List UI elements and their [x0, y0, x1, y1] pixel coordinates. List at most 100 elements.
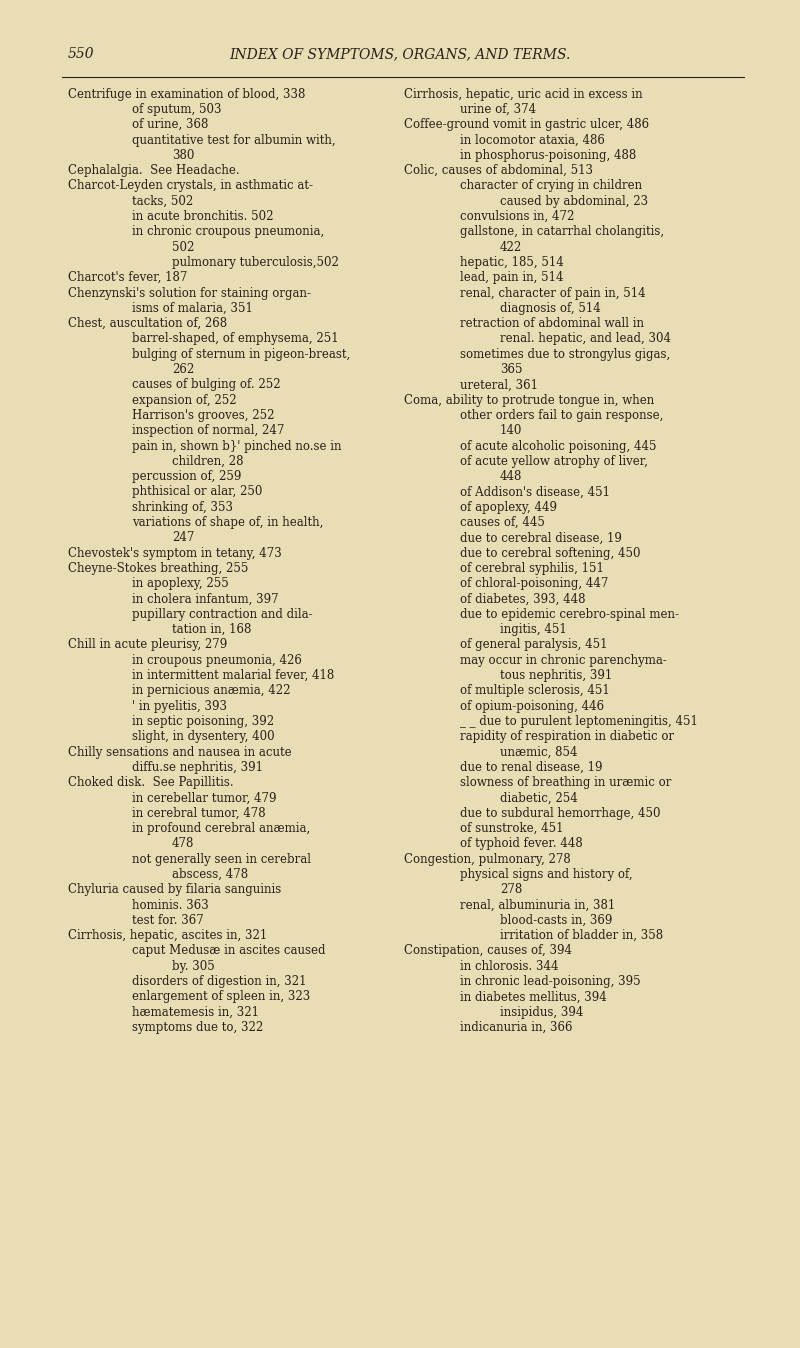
Text: diffu.se nephritis, 391: diffu.se nephritis, 391	[132, 760, 263, 774]
Text: of opium-poisoning, 446: of opium-poisoning, 446	[460, 700, 604, 713]
Text: other orders fail to gain response,: other orders fail to gain response,	[460, 408, 663, 422]
Text: due to epidemic cerebro-spinal men-: due to epidemic cerebro-spinal men-	[460, 608, 679, 621]
Text: pupillary contraction and dila-: pupillary contraction and dila-	[132, 608, 313, 621]
Text: inspection of normal, 247: inspection of normal, 247	[132, 425, 284, 437]
Text: test for. 367: test for. 367	[132, 914, 204, 927]
Text: gallstone, in catarrhal cholangitis,: gallstone, in catarrhal cholangitis,	[460, 225, 664, 239]
Text: slowness of breathing in uræmic or: slowness of breathing in uræmic or	[460, 776, 671, 789]
Text: 247: 247	[172, 531, 194, 545]
Text: in locomotor ataxia, 486: in locomotor ataxia, 486	[460, 133, 605, 147]
Text: Chenzynski's solution for staining organ-: Chenzynski's solution for staining organ…	[68, 287, 311, 299]
Text: tation in, 168: tation in, 168	[172, 623, 251, 636]
Text: Congestion, pulmonary, 278: Congestion, pulmonary, 278	[404, 852, 570, 865]
Text: _ _ due to purulent leptomeningitis, 451: _ _ due to purulent leptomeningitis, 451	[460, 714, 698, 728]
Text: due to subdural hemorrhage, 450: due to subdural hemorrhage, 450	[460, 806, 661, 820]
Text: 262: 262	[172, 363, 194, 376]
Text: disorders of digestion in, 321: disorders of digestion in, 321	[132, 975, 306, 988]
Text: character of crying in children: character of crying in children	[460, 179, 642, 193]
Text: diabetic, 254: diabetic, 254	[500, 791, 578, 805]
Text: lead, pain in, 514: lead, pain in, 514	[460, 271, 563, 284]
Text: in cerebellar tumor, 479: in cerebellar tumor, 479	[132, 791, 277, 805]
Text: Centrifuge in examination of blood, 338: Centrifuge in examination of blood, 338	[68, 88, 306, 101]
Text: children, 28: children, 28	[172, 454, 243, 468]
Text: in apoplexy, 255: in apoplexy, 255	[132, 577, 229, 590]
Text: in phosphorus-poisoning, 488: in phosphorus-poisoning, 488	[460, 148, 636, 162]
Text: of acute alcoholic poisoning, 445: of acute alcoholic poisoning, 445	[460, 439, 657, 453]
Text: 550: 550	[68, 47, 94, 61]
Text: symptoms due to, 322: symptoms due to, 322	[132, 1020, 263, 1034]
Text: renal, character of pain in, 514: renal, character of pain in, 514	[460, 287, 646, 299]
Text: Chilly sensations and nausea in acute: Chilly sensations and nausea in acute	[68, 745, 292, 759]
Text: sometimes due to strongylus gigas,: sometimes due to strongylus gigas,	[460, 348, 670, 361]
Text: ingitis, 451: ingitis, 451	[500, 623, 566, 636]
Text: in diabetes mellitus, 394: in diabetes mellitus, 394	[460, 991, 606, 1003]
Text: tacks, 502: tacks, 502	[132, 194, 194, 208]
Text: of typhoid fever. 448: of typhoid fever. 448	[460, 837, 582, 851]
Text: slight, in dysentery, 400: slight, in dysentery, 400	[132, 731, 274, 743]
Text: of Addison's disease, 451: of Addison's disease, 451	[460, 485, 610, 499]
Text: Cheyne-Stokes breathing, 255: Cheyne-Stokes breathing, 255	[68, 562, 248, 574]
Text: phthisical or alar, 250: phthisical or alar, 250	[132, 485, 262, 499]
Text: pulmonary tuberculosis,502: pulmonary tuberculosis,502	[172, 256, 339, 268]
Text: Coffee-ground vomit in gastric ulcer, 486: Coffee-ground vomit in gastric ulcer, 48…	[404, 119, 649, 131]
Text: in acute bronchitis. 502: in acute bronchitis. 502	[132, 210, 274, 222]
Text: renal, albuminuria in, 381: renal, albuminuria in, 381	[460, 899, 615, 911]
Text: in cholera infantum, 397: in cholera infantum, 397	[132, 593, 278, 605]
Text: INDEX OF SYMPTOMS, ORGANS, AND TERMS.: INDEX OF SYMPTOMS, ORGANS, AND TERMS.	[230, 47, 570, 61]
Text: convulsions in, 472: convulsions in, 472	[460, 210, 574, 222]
Text: causes of, 445: causes of, 445	[460, 516, 545, 528]
Text: in cerebral tumor, 478: in cerebral tumor, 478	[132, 806, 266, 820]
Text: 365: 365	[500, 363, 522, 376]
Text: pain in, shown b}' pinched no.se in: pain in, shown b}' pinched no.se in	[132, 439, 342, 453]
Text: 278: 278	[500, 883, 522, 896]
Text: of sunstroke, 451: of sunstroke, 451	[460, 822, 563, 834]
Text: renal. hepatic, and lead, 304: renal. hepatic, and lead, 304	[500, 333, 671, 345]
Text: Choked disk.  See Papillitis.: Choked disk. See Papillitis.	[68, 776, 234, 789]
Text: in pernicious anæmia, 422: in pernicious anæmia, 422	[132, 685, 290, 697]
Text: rapidity of respiration in diabetic or: rapidity of respiration in diabetic or	[460, 731, 674, 743]
Text: of acute yellow atrophy of liver,: of acute yellow atrophy of liver,	[460, 454, 648, 468]
Text: percussion of, 259: percussion of, 259	[132, 470, 242, 483]
Text: of general paralysis, 451: of general paralysis, 451	[460, 639, 607, 651]
Text: caused by abdominal, 23: caused by abdominal, 23	[500, 194, 648, 208]
Text: by. 305: by. 305	[172, 960, 214, 973]
Text: hominis. 363: hominis. 363	[132, 899, 209, 911]
Text: unæmic, 854: unæmic, 854	[500, 745, 578, 759]
Text: in croupous pneumonia, 426: in croupous pneumonia, 426	[132, 654, 302, 667]
Text: 478: 478	[172, 837, 194, 851]
Text: barrel-shaped, of emphysema, 251: barrel-shaped, of emphysema, 251	[132, 333, 338, 345]
Text: in intermittent malarial fever, 418: in intermittent malarial fever, 418	[132, 669, 334, 682]
Text: in profound cerebral anæmia,: in profound cerebral anæmia,	[132, 822, 310, 834]
Text: diagnosis of, 514: diagnosis of, 514	[500, 302, 601, 315]
Text: indicanuria in, 366: indicanuria in, 366	[460, 1020, 573, 1034]
Text: expansion of, 252: expansion of, 252	[132, 394, 237, 407]
Text: 380: 380	[172, 148, 194, 162]
Text: Chest, auscultation of, 268: Chest, auscultation of, 268	[68, 317, 227, 330]
Text: Cirrhosis, hepatic, uric acid in excess in: Cirrhosis, hepatic, uric acid in excess …	[404, 88, 642, 101]
Text: Charcot-Leyden crystals, in asthmatic at-: Charcot-Leyden crystals, in asthmatic at…	[68, 179, 313, 193]
Text: in chronic lead-poisoning, 395: in chronic lead-poisoning, 395	[460, 975, 641, 988]
Text: irritation of bladder in, 358: irritation of bladder in, 358	[500, 929, 663, 942]
Text: in chronic croupous pneumonia,: in chronic croupous pneumonia,	[132, 225, 324, 239]
Text: 422: 422	[500, 240, 522, 253]
Text: Charcot's fever, 187: Charcot's fever, 187	[68, 271, 187, 284]
Text: caput Medusæ in ascites caused: caput Medusæ in ascites caused	[132, 945, 326, 957]
Text: hæmatemesis in, 321: hæmatemesis in, 321	[132, 1006, 259, 1019]
Text: 502: 502	[172, 240, 194, 253]
Text: hepatic, 185, 514: hepatic, 185, 514	[460, 256, 564, 268]
Text: ureteral, 361: ureteral, 361	[460, 379, 538, 391]
Text: isms of malaria, 351: isms of malaria, 351	[132, 302, 253, 315]
Text: urine of, 374: urine of, 374	[460, 102, 536, 116]
Text: Harrison's grooves, 252: Harrison's grooves, 252	[132, 408, 274, 422]
Text: enlargement of spleen in, 323: enlargement of spleen in, 323	[132, 991, 310, 1003]
Text: Chill in acute pleurisy, 279: Chill in acute pleurisy, 279	[68, 639, 227, 651]
Text: 448: 448	[500, 470, 522, 483]
Text: of cerebral syphilis, 151: of cerebral syphilis, 151	[460, 562, 604, 574]
Text: shrinking of, 353: shrinking of, 353	[132, 500, 233, 514]
Text: ' in pyelitis, 393: ' in pyelitis, 393	[132, 700, 227, 713]
Text: Colic, causes of abdominal, 513: Colic, causes of abdominal, 513	[404, 164, 593, 177]
Text: of chloral-poisoning, 447: of chloral-poisoning, 447	[460, 577, 608, 590]
Text: retraction of abdominal wall in: retraction of abdominal wall in	[460, 317, 644, 330]
Text: Cirrhosis, hepatic, ascites in, 321: Cirrhosis, hepatic, ascites in, 321	[68, 929, 267, 942]
Text: due to cerebral disease, 19: due to cerebral disease, 19	[460, 531, 622, 545]
